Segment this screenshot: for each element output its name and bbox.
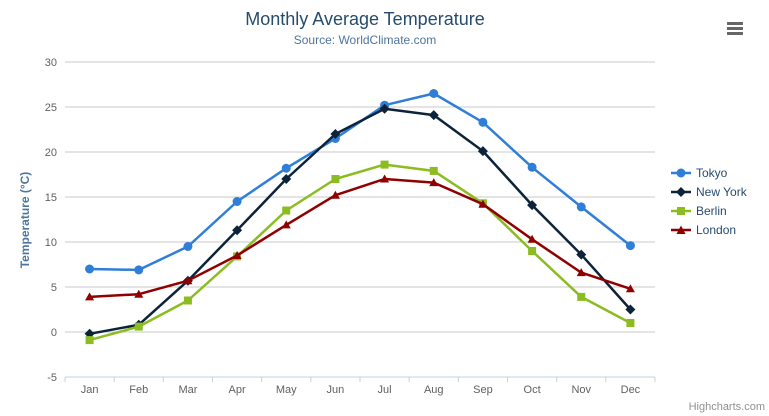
data-point-london[interactable] <box>576 268 586 277</box>
legend-item-berlin[interactable]: Berlin <box>671 201 747 220</box>
data-point-new-york[interactable] <box>576 249 587 260</box>
data-point-berlin[interactable] <box>577 292 586 301</box>
x-axis-label: Jun <box>327 384 345 396</box>
data-point-london[interactable] <box>527 234 537 243</box>
data-point-london[interactable] <box>429 178 439 187</box>
y-axis-label: 15 <box>45 192 57 204</box>
series-line-london[interactable] <box>88 177 632 299</box>
data-point-london[interactable] <box>478 199 488 208</box>
data-point-london[interactable] <box>134 289 144 298</box>
data-point-berlin[interactable] <box>183 296 192 305</box>
data-point-berlin[interactable] <box>626 319 635 327</box>
circle-marker-icon <box>671 168 691 177</box>
data-point-new-york[interactable] <box>477 146 488 157</box>
square-marker-icon <box>671 206 691 215</box>
hamburger-icon <box>727 31 743 35</box>
x-axis-label: Jul <box>378 384 392 396</box>
x-axis-label: Feb <box>129 384 148 396</box>
data-point-tokyo[interactable] <box>527 162 537 172</box>
x-axis-label: Apr <box>229 384 246 396</box>
x-axis-label: Nov <box>571 384 591 396</box>
y-axis-label: 0 <box>51 327 57 339</box>
x-axis-label: Sep <box>473 384 493 396</box>
data-point-new-york[interactable] <box>281 174 292 184</box>
data-point-tokyo[interactable] <box>429 89 439 98</box>
data-point-tokyo[interactable] <box>232 197 242 206</box>
data-point-berlin[interactable] <box>380 160 389 169</box>
series-line-tokyo[interactable] <box>88 92 632 272</box>
data-point-berlin[interactable] <box>331 175 340 183</box>
legend-item-new-york[interactable]: New York <box>671 182 747 201</box>
data-point-tokyo[interactable] <box>281 163 291 173</box>
triangle-marker-icon <box>671 225 691 234</box>
y-axis-label: 25 <box>45 102 57 114</box>
legend-label: New York <box>696 184 747 199</box>
data-point-berlin[interactable] <box>134 322 143 331</box>
data-point-new-york[interactable] <box>330 129 341 139</box>
data-point-tokyo[interactable] <box>478 117 488 127</box>
chart-subtitle: Source: WorldClimate.com <box>293 33 437 47</box>
series-line-new-york[interactable] <box>88 107 632 336</box>
data-point-tokyo[interactable] <box>576 202 586 212</box>
y-axis-label: 10 <box>45 237 57 249</box>
data-point-new-york[interactable] <box>527 200 538 211</box>
data-point-london[interactable] <box>232 251 242 259</box>
legend-label: London <box>696 222 737 237</box>
legend-label: Tokyo <box>696 165 728 180</box>
data-point-new-york[interactable] <box>428 110 439 121</box>
legend-item-tokyo[interactable]: Tokyo <box>671 163 747 182</box>
y-axis-label: 5 <box>51 282 57 294</box>
data-point-berlin[interactable] <box>282 206 291 215</box>
data-point-new-york[interactable] <box>232 225 243 236</box>
y-axis-title: Temperature (°C) <box>18 171 32 269</box>
x-axis-label: Jan <box>81 384 99 396</box>
series-line-berlin[interactable] <box>88 163 632 342</box>
data-point-london[interactable] <box>380 174 390 183</box>
credits-link[interactable]: Highcharts.com <box>688 401 765 413</box>
data-point-london[interactable] <box>85 292 95 301</box>
x-axis-label: Mar <box>178 384 197 396</box>
diamond-marker-icon <box>671 186 691 197</box>
data-point-berlin[interactable] <box>429 166 438 175</box>
y-axis-label: -5 <box>47 372 57 384</box>
y-axis-label: 30 <box>45 57 57 69</box>
data-point-new-york[interactable] <box>379 103 390 114</box>
data-point-new-york[interactable] <box>625 304 636 315</box>
legend: Tokyo New York Berlin London <box>671 163 747 239</box>
legend-label: Berlin <box>696 203 727 218</box>
data-point-tokyo[interactable] <box>625 241 635 251</box>
x-axis-label: May <box>276 384 297 396</box>
x-axis-label: Aug <box>424 384 444 396</box>
data-point-tokyo[interactable] <box>85 264 95 274</box>
data-point-tokyo[interactable] <box>183 242 193 251</box>
hamburger-icon <box>727 21 743 25</box>
data-point-berlin[interactable] <box>85 336 94 345</box>
chart-title: Monthly Average Temperature <box>245 9 485 29</box>
hamburger-icon <box>727 26 743 30</box>
data-point-london[interactable] <box>281 220 291 229</box>
export-menu-button[interactable] <box>724 17 748 39</box>
data-point-london[interactable] <box>625 284 635 293</box>
legend-item-london[interactable]: London <box>671 220 747 239</box>
x-axis-label: Dec <box>621 384 641 396</box>
data-point-london[interactable] <box>183 276 193 285</box>
data-point-tokyo[interactable] <box>134 265 144 275</box>
data-point-london[interactable] <box>330 190 340 199</box>
x-axis-label: Oct <box>524 384 541 396</box>
data-point-berlin[interactable] <box>528 247 537 255</box>
y-axis-label: 20 <box>45 147 57 159</box>
